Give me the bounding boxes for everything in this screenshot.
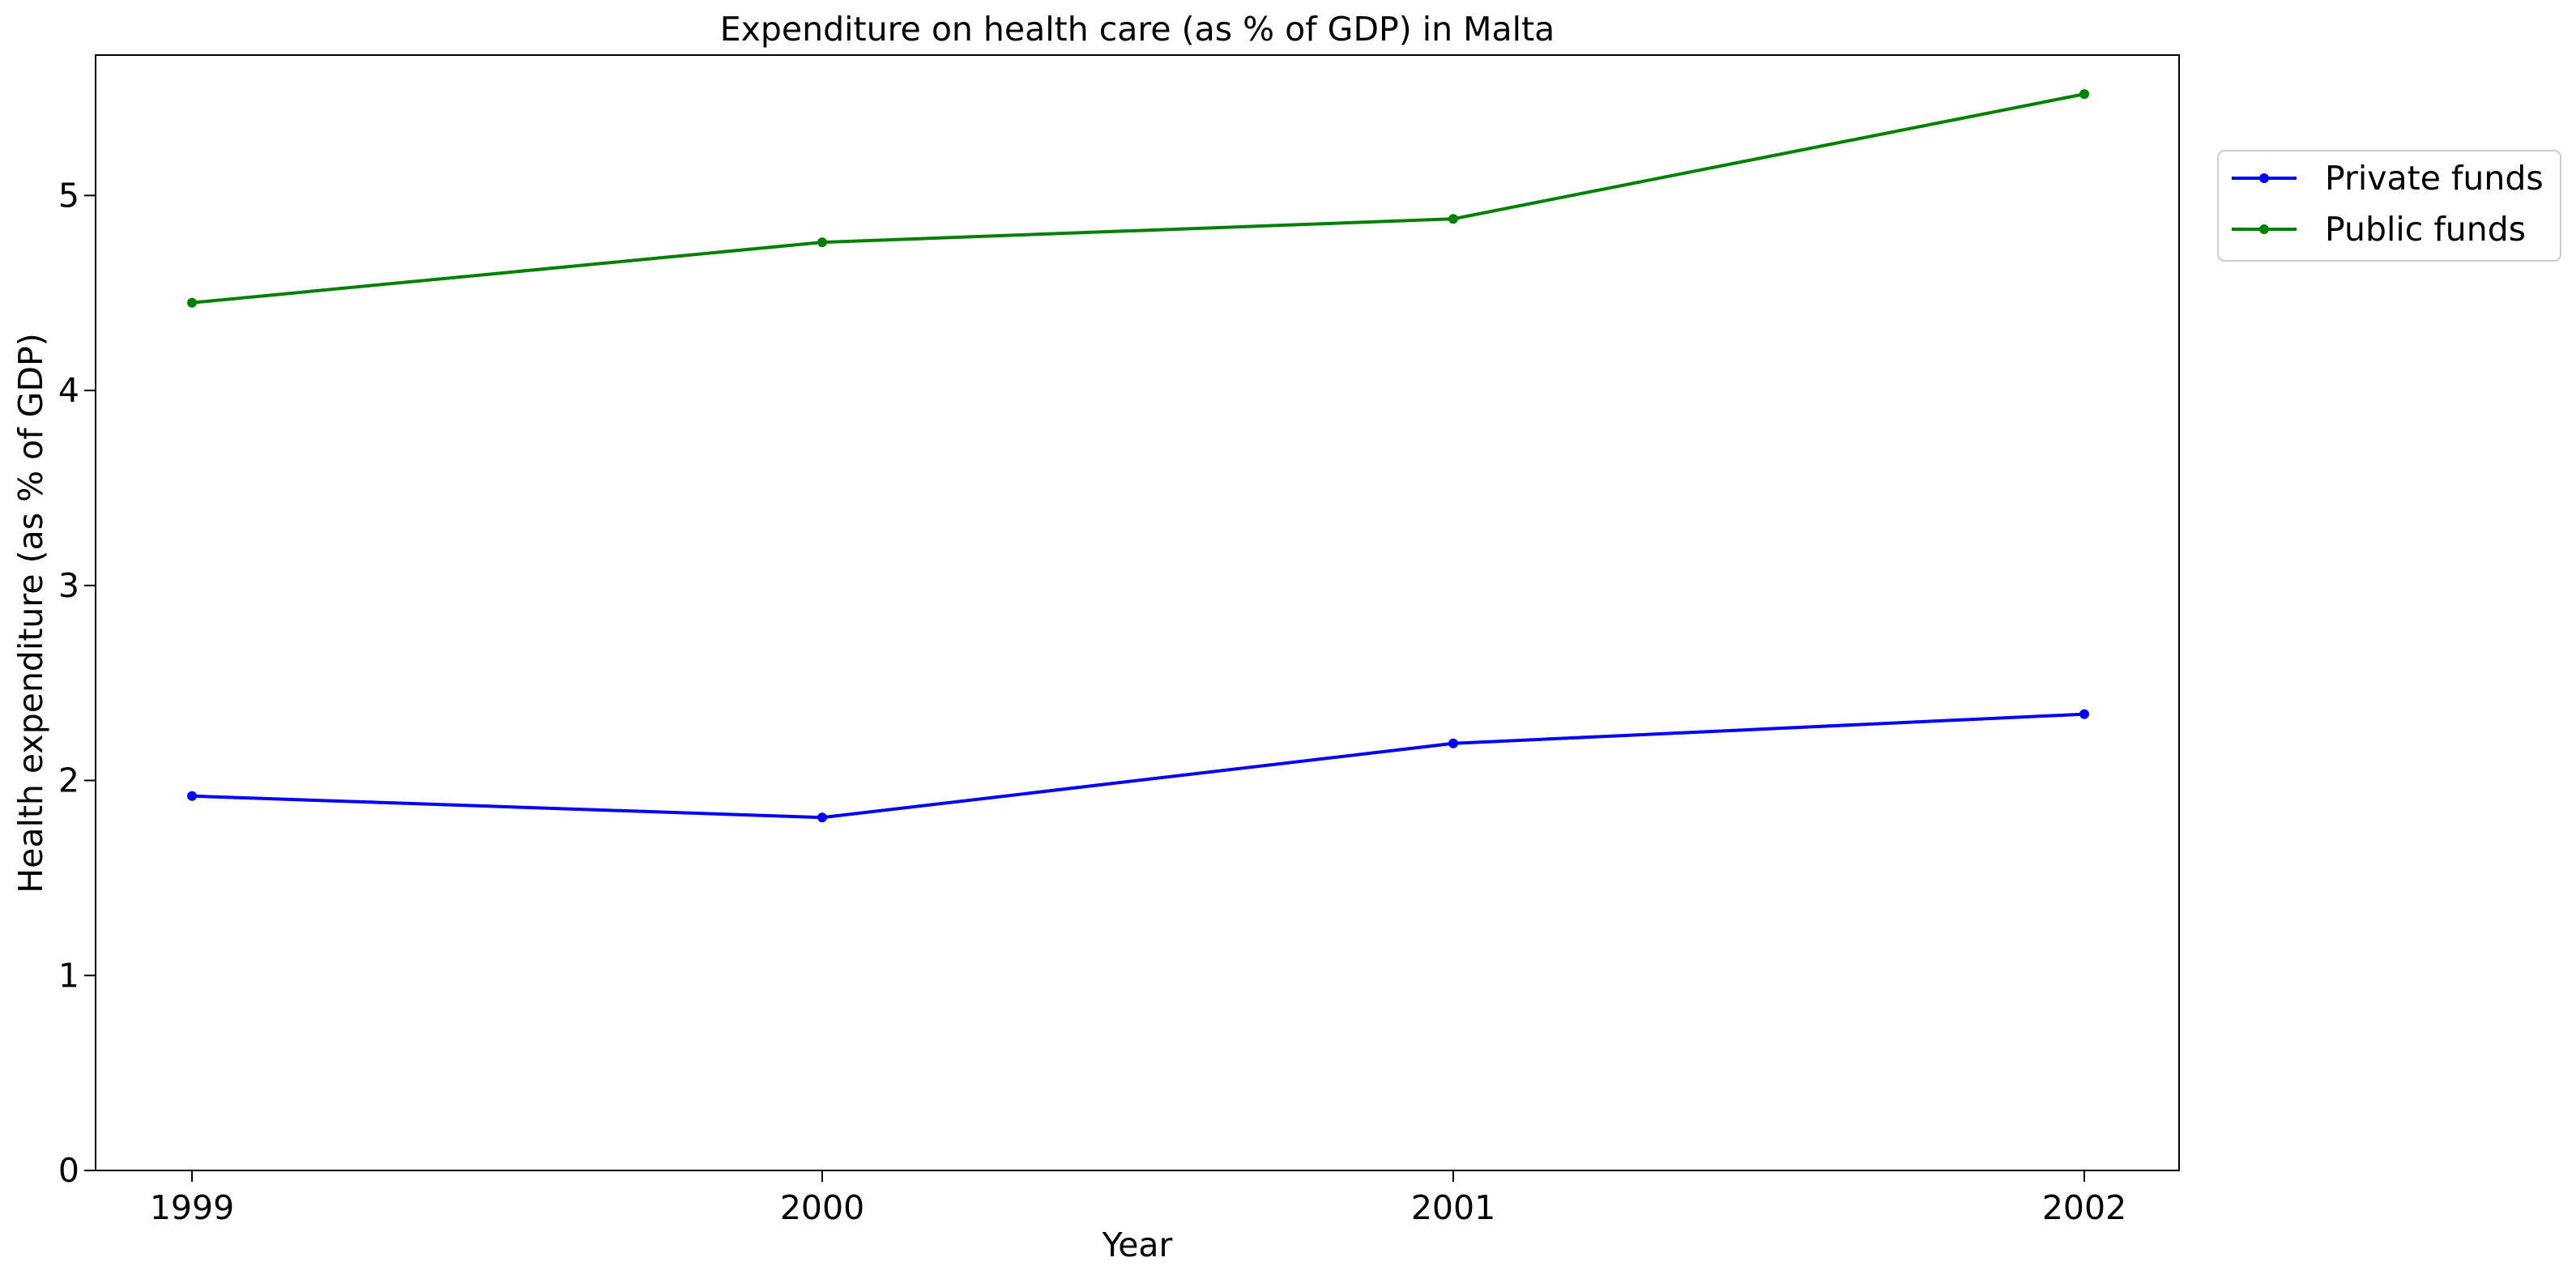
x-tick-label: 1999 [150,1188,234,1227]
data-point-private-funds [1448,738,1458,748]
legend-label-public-funds: Public funds [2325,210,2526,249]
data-point-private-funds [817,812,827,823]
series-line-public-funds [191,92,2085,305]
legend-box [2217,150,2561,262]
legend-marker-private-funds [2259,173,2269,183]
x-axis: 1999 2000 2001 2002 [150,1170,2126,1227]
series-layer [187,89,2089,823]
chart-title: Expenditure on health care (as % of GDP)… [720,10,1555,49]
data-point-public-funds [1448,214,1458,224]
series-line-private-funds [191,712,2085,820]
data-point-private-funds [187,791,197,801]
data-point-public-funds [187,297,197,308]
y-axis-label: Health expenditure (as % of GDP) [11,333,50,893]
x-tick-label: 2002 [2042,1188,2126,1227]
plot-area [95,54,2180,1171]
y-tick-label: 1 [58,956,79,995]
legend-marker-public-funds [2259,224,2269,234]
y-tick-label: 2 [58,761,79,800]
x-tick-label: 2000 [780,1188,864,1227]
x-tick-label: 2001 [1411,1188,1495,1227]
y-tick-label: 0 [58,1151,79,1190]
y-tick-label: 4 [58,371,79,410]
y-tick-label: 3 [58,566,79,605]
data-point-public-funds [817,237,827,248]
data-point-public-funds [2079,89,2089,100]
x-axis-label: Year [1102,1226,1173,1264]
y-axis: 0 1 2 3 4 5 [58,176,96,1190]
data-point-private-funds [2079,709,2089,719]
legend-label-private-funds: Private funds [2325,159,2544,198]
legend: Private funds Public funds [2217,150,2561,262]
y-tick-label: 5 [58,176,79,215]
